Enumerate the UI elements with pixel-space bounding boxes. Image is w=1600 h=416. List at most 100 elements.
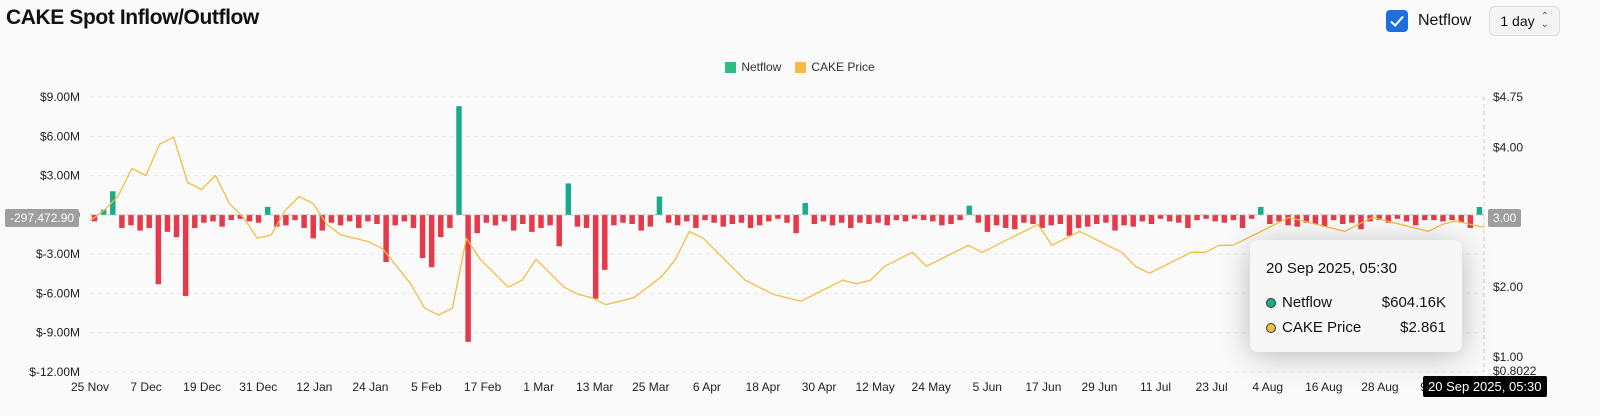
legend-item-price[interactable]: CAKE Price [795,60,875,74]
legend-label-netflow: Netflow [741,60,782,74]
checkmark-icon [1390,15,1404,27]
netflow-bar [173,214,180,238]
netflow-bar [656,196,663,215]
netflow-bar [629,214,635,225]
netflow-bar [966,205,972,215]
netflow-bar [1103,214,1109,223]
netflow-bar [392,214,398,226]
netflow-bar [811,214,818,225]
interval-select[interactable]: 1 day ⌃ ⌄ [1489,6,1560,36]
netflow-bar [337,214,344,226]
netflow-bar [1458,214,1464,223]
netflow-bar [274,214,280,227]
cursor-y-right-label: 3.00 [1488,209,1522,227]
netflow-bar [1221,214,1228,223]
x-tick-label: 24 May [912,380,951,394]
netflow-bar [365,214,371,222]
netflow-bar [1157,214,1164,219]
netflow-bar [210,214,216,222]
legend-item-netflow[interactable]: Netflow [725,60,781,74]
netflow-bar [474,214,480,234]
netflow-bar [920,214,927,221]
netflow-bar [410,214,417,228]
netflow-bar [1212,214,1218,222]
x-tick-label: 1 Mar [523,380,554,394]
y-right-tick-label: $4.00 [1493,141,1523,155]
netflow-bar [665,214,672,223]
netflow-bar [483,214,490,223]
netflow-bar [939,214,945,226]
x-tick-label: 25 Mar [632,380,669,394]
netflow-bar [1176,214,1182,223]
netflow-bar [1230,214,1237,221]
netflow-bar [583,214,590,228]
netflow-bar [775,214,781,219]
netflow-bar [1294,214,1300,227]
netflow-bar [1376,214,1382,221]
netflow-checkbox[interactable] [1386,10,1408,32]
x-tick-label: 30 Apr [802,380,837,394]
netflow-bar [702,214,708,221]
tooltip-price-label: CAKE Price [1282,319,1362,336]
tooltip-date: 20 Sep 2025, 05:30 [1266,260,1397,277]
x-tick-label: 4 Aug [1252,380,1283,394]
netflow-bar [1285,214,1291,226]
netflow-bar [492,214,499,226]
x-tick-label: 5 Jun [973,380,1002,394]
netflow-bar [674,214,681,226]
x-tick-label: 11 Jul [1140,380,1171,394]
netflow-bar [529,214,535,232]
netflow-bar [1449,214,1455,221]
legend-swatch-netflow [725,61,737,73]
netflow-bar [930,214,936,222]
netflow-bar [1321,214,1328,227]
netflow-bar [137,214,143,231]
netflow-bar [374,214,380,225]
chevron-updown-icon: ⌃ ⌄ [1540,11,1549,30]
netflow-bar [465,214,471,342]
chart-controls: Netflow 1 day ⌃ ⌄ [1386,6,1560,36]
netflow-bar [1084,214,1091,227]
netflow-bar [747,214,754,228]
netflow-bar [428,214,435,268]
netflow-bar [100,209,107,215]
x-tick-label: 28 Aug [1361,380,1398,394]
netflow-bar [1431,214,1437,221]
netflow-bar [228,214,234,221]
netflow-bar [447,214,453,228]
netflow-bar [975,214,982,223]
netflow-toggle-label: Netflow [1418,12,1472,29]
netflow-bar [875,214,881,223]
netflow-bar [993,214,1000,226]
netflow-bar [857,214,863,223]
interval-value: 1 day [1500,13,1535,29]
x-tick-label: 16 Aug [1305,380,1342,394]
netflow-dot-icon [1266,297,1276,308]
netflow-bar [301,214,307,228]
y-right-tick-label: $4.75 [1493,90,1523,104]
netflow-bar [346,214,353,222]
netflow-bar [119,214,125,228]
legend-swatch-price [795,61,807,73]
netflow-bar [611,214,617,226]
netflow-bar [1012,214,1018,230]
netflow-bar [1021,214,1027,223]
x-tick-label: 13 Mar [576,380,613,394]
netflow-bar [1303,214,1310,223]
price-dot-icon [1266,322,1276,333]
netflow-bar [738,214,745,223]
netflow-bar [1057,214,1064,225]
x-tick-label: 23 Jul [1196,380,1228,394]
netflow-bar [729,214,736,225]
netflow-bar [1194,214,1200,221]
netflow-bar [1312,214,1319,225]
netflow-bar [602,214,608,270]
netflow-bar [556,214,562,247]
x-tick-label: 6 Apr [693,380,721,394]
netflow-bar [237,214,244,219]
netflow-bar [538,214,544,228]
y-left-tick-label: $3.00M [40,169,80,183]
y-right-tick-label: $0.8022 [1493,364,1537,378]
cursor-y-left-label: -297,472.90 [5,209,80,227]
